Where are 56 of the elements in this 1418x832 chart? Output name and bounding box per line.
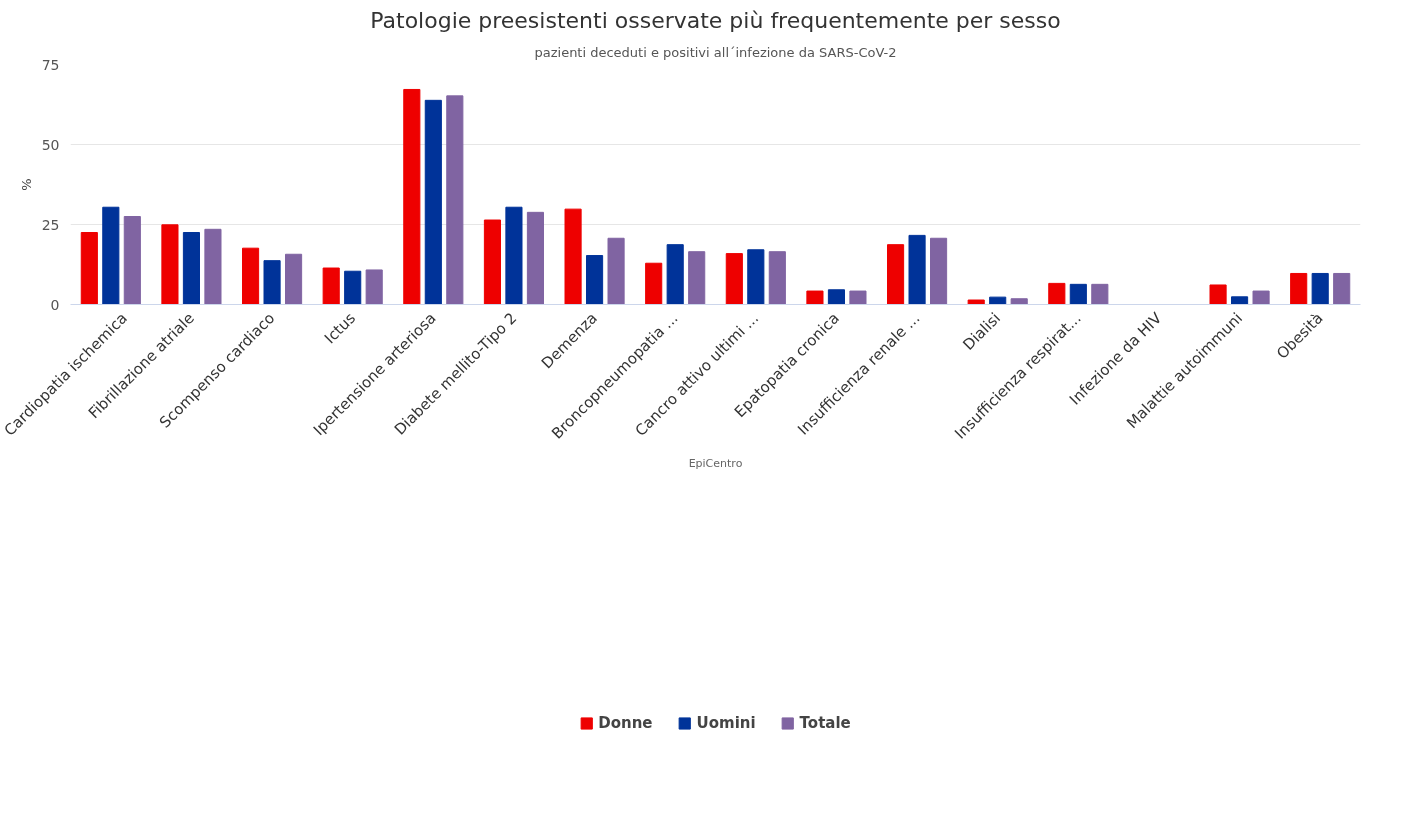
bar — [123, 216, 141, 305]
bar — [849, 290, 867, 305]
bar — [80, 232, 98, 305]
bar — [161, 224, 179, 305]
y-tick-label: 75 — [41, 56, 60, 73]
bar — [483, 219, 501, 305]
bar — [1252, 290, 1270, 305]
bar — [285, 253, 303, 305]
bar — [607, 237, 625, 305]
bar — [344, 270, 362, 305]
bar — [887, 244, 905, 305]
bar — [505, 206, 523, 305]
legend-label: Totale — [799, 714, 851, 732]
bar — [1010, 298, 1028, 305]
bar — [768, 251, 786, 305]
bar — [827, 289, 845, 305]
bar — [1231, 296, 1249, 305]
bar — [1209, 284, 1227, 305]
bar — [666, 244, 684, 305]
bar — [725, 253, 743, 305]
bar — [365, 269, 383, 305]
bar — [989, 296, 1007, 305]
legend-label: Donne — [598, 714, 653, 732]
bar — [182, 232, 200, 305]
bar — [446, 95, 464, 305]
bar — [908, 234, 926, 305]
bar — [1069, 283, 1087, 305]
bar — [403, 88, 421, 305]
y-tick-label: 0 — [50, 296, 60, 313]
bar — [263, 260, 281, 305]
bar — [930, 237, 948, 305]
bar — [1333, 272, 1351, 305]
bar — [967, 299, 985, 305]
bar — [1091, 283, 1109, 305]
bar — [564, 208, 582, 305]
bar — [526, 211, 544, 305]
bar — [242, 247, 260, 305]
bar — [1048, 282, 1066, 305]
bar — [102, 206, 120, 305]
text: EpiCentro — [688, 457, 743, 471]
bar — [688, 251, 706, 305]
bar — [204, 228, 222, 305]
legend-label: Uomini — [696, 714, 756, 732]
chart-title: Patologie preesistenti osservate più frequentemente per sesso — [370, 7, 1061, 33]
y-axis-title: % — [18, 178, 34, 191]
bar — [1290, 272, 1308, 305]
bar — [322, 267, 340, 305]
bar — [424, 99, 442, 305]
y-tick-label: 50 — [41, 136, 60, 153]
y-tick-label: 25 — [41, 216, 60, 233]
bar — [645, 262, 663, 305]
bar — [806, 290, 824, 305]
bar — [747, 249, 765, 305]
chart-subtitle: pazienti deceduti e positivi all´infezione da SARS-CoV-2 — [534, 44, 897, 60]
bar — [586, 255, 604, 305]
bar — [1311, 272, 1329, 305]
